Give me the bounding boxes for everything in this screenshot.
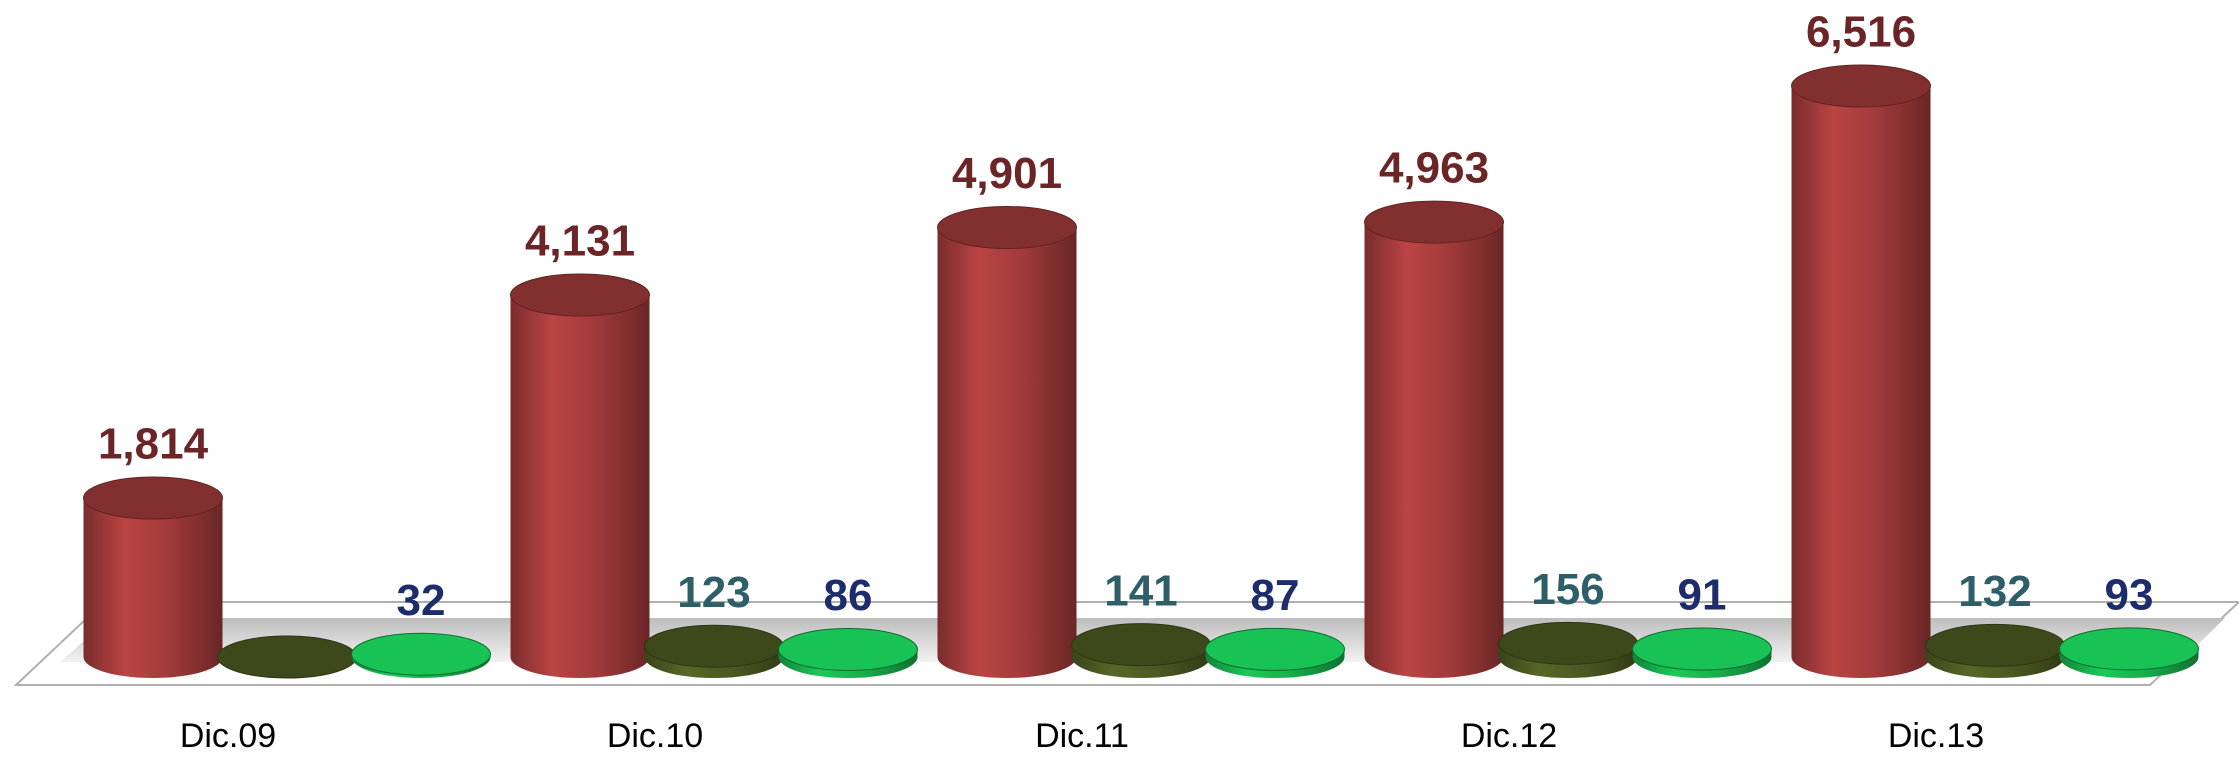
cylinder: [1364, 222, 1504, 678]
cylinder-top: [1071, 623, 1211, 667]
value-label: 6,516: [1806, 8, 1916, 57]
x-tick-label: Dic.10: [607, 717, 703, 755]
cylinder-top: [1498, 621, 1638, 665]
cylinder-top: [644, 624, 784, 668]
cylinder-top: [778, 627, 918, 671]
cylinder: [510, 294, 650, 678]
value-label: 4,901: [952, 149, 1062, 198]
cylinder-top: [1791, 64, 1931, 108]
cylinder-top: [1205, 627, 1345, 671]
value-label: 1,814: [98, 420, 209, 469]
value-label: 87: [1251, 571, 1300, 620]
value-label: 132: [1958, 567, 2031, 616]
x-tick-label: Dic.11: [1035, 717, 1129, 755]
cylinder-top: [2059, 627, 2199, 671]
value-label: 32: [397, 576, 446, 625]
value-label: 4,131: [525, 217, 635, 266]
cylinder-top: [351, 632, 491, 676]
x-tick-label: Dic.09: [180, 717, 276, 755]
value-label: 156: [1531, 565, 1604, 614]
cylinder-top: [217, 635, 357, 679]
cylinder-top: [83, 476, 223, 520]
x-tick-label: Dic.12: [1461, 717, 1557, 755]
cylinder: [83, 498, 223, 678]
cylinder-top: [1364, 200, 1504, 244]
value-label: 4,963: [1379, 144, 1489, 193]
cylinder-top: [510, 273, 650, 317]
value-label: 123: [677, 568, 750, 617]
cylinder: [1791, 86, 1931, 678]
cylinder-top: [937, 206, 1077, 250]
cylinder-top: [1632, 627, 1772, 671]
cylinder-top: [1925, 623, 2065, 667]
x-tick-label: Dic.13: [1888, 717, 1984, 755]
value-label: 93: [2105, 570, 2154, 619]
cylinder: [937, 227, 1077, 678]
value-label: 86: [824, 571, 873, 620]
value-label: 141: [1104, 566, 1177, 615]
plot: Dic.09 1,814 32 Dic.10 4,131 123 86 Dic.11 4,901…: [83, 8, 2199, 755]
value-label: 91: [1678, 571, 1727, 620]
